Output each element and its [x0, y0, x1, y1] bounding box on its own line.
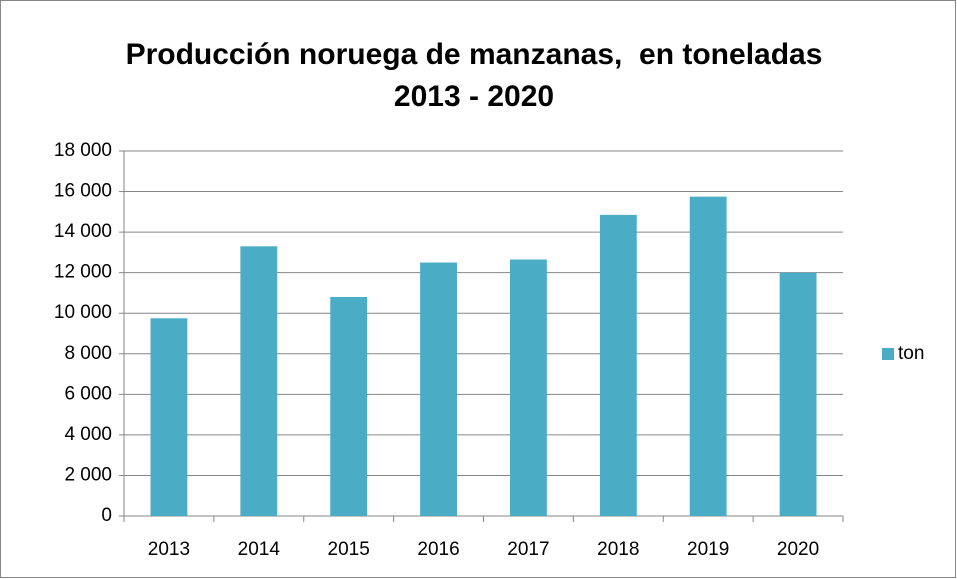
y-tick-label: 16 000 — [54, 181, 112, 202]
y-tick-label: 12 000 — [54, 262, 112, 283]
x-tick-label: 2013 — [148, 539, 190, 560]
y-tick-label: 18 000 — [54, 140, 112, 161]
legend-swatch — [882, 348, 894, 360]
y-tick-label: 0 — [101, 505, 112, 526]
legend-label: ton — [898, 343, 924, 364]
bar — [420, 262, 457, 516]
bar — [330, 297, 368, 516]
x-tick-label: 2016 — [417, 539, 459, 560]
x-tick-label: 2020 — [777, 539, 819, 560]
y-tick-label: 6 000 — [64, 383, 112, 404]
y-tick-label: 10 000 — [54, 302, 112, 323]
y-tick-label: 2 000 — [64, 464, 112, 485]
bar — [150, 318, 188, 516]
x-tick-label: 2015 — [328, 539, 370, 560]
chart-title: Producción noruega de manzanas, en tonel… — [126, 38, 823, 71]
x-tick-label: 2014 — [238, 539, 281, 560]
chart-title: 2013 - 2020 — [394, 80, 554, 113]
y-tick-label: 4 000 — [64, 424, 112, 445]
bar — [240, 246, 278, 517]
y-tick-label: 14 000 — [54, 221, 112, 242]
bar — [510, 259, 547, 516]
y-tick-label: 8 000 — [64, 343, 112, 364]
x-tick-label: 2019 — [687, 539, 729, 560]
x-tick-label: 2017 — [507, 539, 549, 560]
x-tick-label: 2018 — [597, 539, 639, 560]
bar — [779, 272, 817, 516]
bar — [599, 214, 637, 516]
bar — [689, 196, 727, 516]
